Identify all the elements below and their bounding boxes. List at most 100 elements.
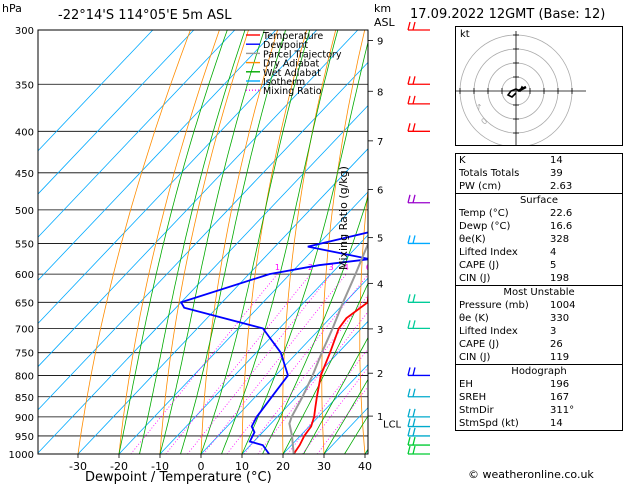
surface-row: Dewp (°C) 16.6 <box>456 220 622 233</box>
temperature-tick-label: 40 <box>358 460 372 473</box>
mixing-ratio-line <box>187 273 332 454</box>
isotherm-line <box>38 30 318 325</box>
hodograph-value: 14 <box>550 418 563 429</box>
pressure-tick-label: 850 <box>15 393 34 404</box>
hodograph-trace <box>506 85 525 98</box>
km-axis-label: km <box>374 2 392 15</box>
surface-label: Temp (°C) <box>459 208 509 219</box>
pressure-tick-label: 550 <box>15 239 34 250</box>
wet-adiabat-line <box>159 30 265 454</box>
height-km-tick-label: 5 <box>377 234 383 245</box>
dry-adiabat-line <box>118 30 220 454</box>
mixing-ratio-label: 3 <box>329 263 334 272</box>
hodograph-label: SREH <box>459 392 487 403</box>
mixing-ratio-label: 20 <box>434 263 444 272</box>
svg-text:↗: ↗ <box>474 101 485 112</box>
isotherm-line <box>38 30 195 195</box>
most-unstable-label: CIN (J) <box>459 352 491 363</box>
mixing-ratio-line <box>165 273 311 454</box>
legend-label: Dewpoint <box>263 40 308 51</box>
height-km-tick-label: 3 <box>377 325 383 336</box>
totals-totals-label: Totals Totals <box>459 168 520 179</box>
most-unstable-value: 1004 <box>550 300 576 311</box>
wet-adiabat-line <box>180 30 286 454</box>
legend-label: Temperature <box>262 31 323 42</box>
k-index-label: K <box>459 155 466 166</box>
height-km-tick-label: 4 <box>377 279 383 290</box>
surface-label: θe(K) <box>459 234 486 245</box>
totals-totals-value: 39 <box>550 168 563 179</box>
surface-row: Temp (°C) 22.6 <box>456 207 622 220</box>
hodograph-plot: 0 ↗ <box>456 31 586 148</box>
copyright-footer: © weatheronline.co.uk <box>468 468 594 481</box>
wet-adiabat-line <box>282 282 368 454</box>
dry-adiabat-line <box>200 30 278 454</box>
surface-row: CAPE (J) 5 <box>456 259 622 272</box>
pw-row: PW (cm) 2.63 <box>456 180 622 193</box>
wet-adiabat-line <box>303 336 368 454</box>
most-unstable-value: 330 <box>550 313 570 324</box>
pressure-tick-label: 450 <box>15 169 34 180</box>
temperature-tick-label: 0 <box>198 460 205 473</box>
datetime-title: 17.09.2022 12GMT (Base: 12) <box>410 7 606 22</box>
pressure-tick-label: 400 <box>15 127 34 138</box>
mixing-ratio-label: 8 <box>382 263 387 272</box>
mixing-ratio-label: 10 <box>392 263 402 272</box>
surface-label: Dewp (°C) <box>459 221 511 232</box>
mixing-ratio-line <box>316 385 368 454</box>
temperature-tick-label: -30 <box>69 460 87 473</box>
surface-value: 22.6 <box>550 208 573 219</box>
surface-label: CAPE (J) <box>459 260 500 271</box>
pressure-tick-label: 650 <box>15 298 34 309</box>
pw-value: 2.63 <box>550 181 573 192</box>
mixing-ratio-line <box>302 366 368 454</box>
isotherm-line <box>77 148 368 454</box>
parcel-trajectory-profile <box>288 240 368 454</box>
isotherm-line <box>38 30 277 281</box>
dry-adiabat-line <box>159 30 249 454</box>
hodograph-value: 196 <box>550 379 570 390</box>
isotherm-line <box>38 30 154 152</box>
dry-adiabat-line <box>432 30 452 454</box>
surface-value: 4 <box>550 247 557 258</box>
hodograph-row: StmDir 311° <box>456 404 622 417</box>
legend-label: Isotherm <box>263 77 305 88</box>
plot-frame <box>37 29 369 455</box>
hodograph-row: SREH 167 <box>456 391 622 404</box>
k-index-row: K 14 <box>456 154 622 167</box>
most-unstable-row: Pressure (mb) 1004 <box>456 299 622 312</box>
x-axis-title: Dewpoint / Temperature (°C) <box>85 470 272 485</box>
surface-row: θe(K) 328 <box>456 233 622 246</box>
most-unstable-label: CAPE (J) <box>459 339 500 350</box>
isotherm-line <box>200 277 368 454</box>
pressure-tick-label: 300 <box>15 26 34 37</box>
most-unstable-label: Lifted Index <box>459 326 518 337</box>
pressure-tick-label: 900 <box>15 413 34 424</box>
pressure-tick-label: 600 <box>15 270 34 281</box>
mixing-ratio-line <box>203 273 347 454</box>
location-title: -22°14'S 114°05'E 5m ASL <box>58 8 232 23</box>
dry-adiabat-line <box>359 186 368 454</box>
height-km-tick-label: 1 <box>377 412 383 423</box>
hodograph-label: StmDir <box>459 405 494 416</box>
surface-value: 5 <box>550 260 557 271</box>
mixing-ratio-axis-title: Mixing Ratio (g/kg) <box>337 166 350 270</box>
wind-barbs <box>407 21 430 455</box>
surface-label: CIN (J) <box>459 273 491 284</box>
hodograph-kt-label: kt <box>460 29 470 40</box>
pw-label: PW (cm) <box>459 181 502 192</box>
mixing-ratio-label: 16 <box>420 263 430 272</box>
most-unstable-label: Pressure (mb) <box>459 300 529 311</box>
mixing-ratio-label: 4 <box>344 263 349 272</box>
surface-value: 328 <box>550 234 570 245</box>
temperature-tick-label: -20 <box>110 460 128 473</box>
height-km-tick-label: 2 <box>377 369 383 380</box>
dry-adiabat-line <box>77 30 191 454</box>
indices-table: K 14 Totals Totals 39 PW (cm) 2.63 Surfa… <box>455 153 623 431</box>
pressure-tick-label: 800 <box>15 371 34 382</box>
most-unstable-row: CAPE (J) 26 <box>456 338 622 351</box>
wet-adiabat-line <box>221 30 339 454</box>
surface-section-title: Surface <box>456 193 622 207</box>
pressure-tick-label: 950 <box>15 432 34 443</box>
